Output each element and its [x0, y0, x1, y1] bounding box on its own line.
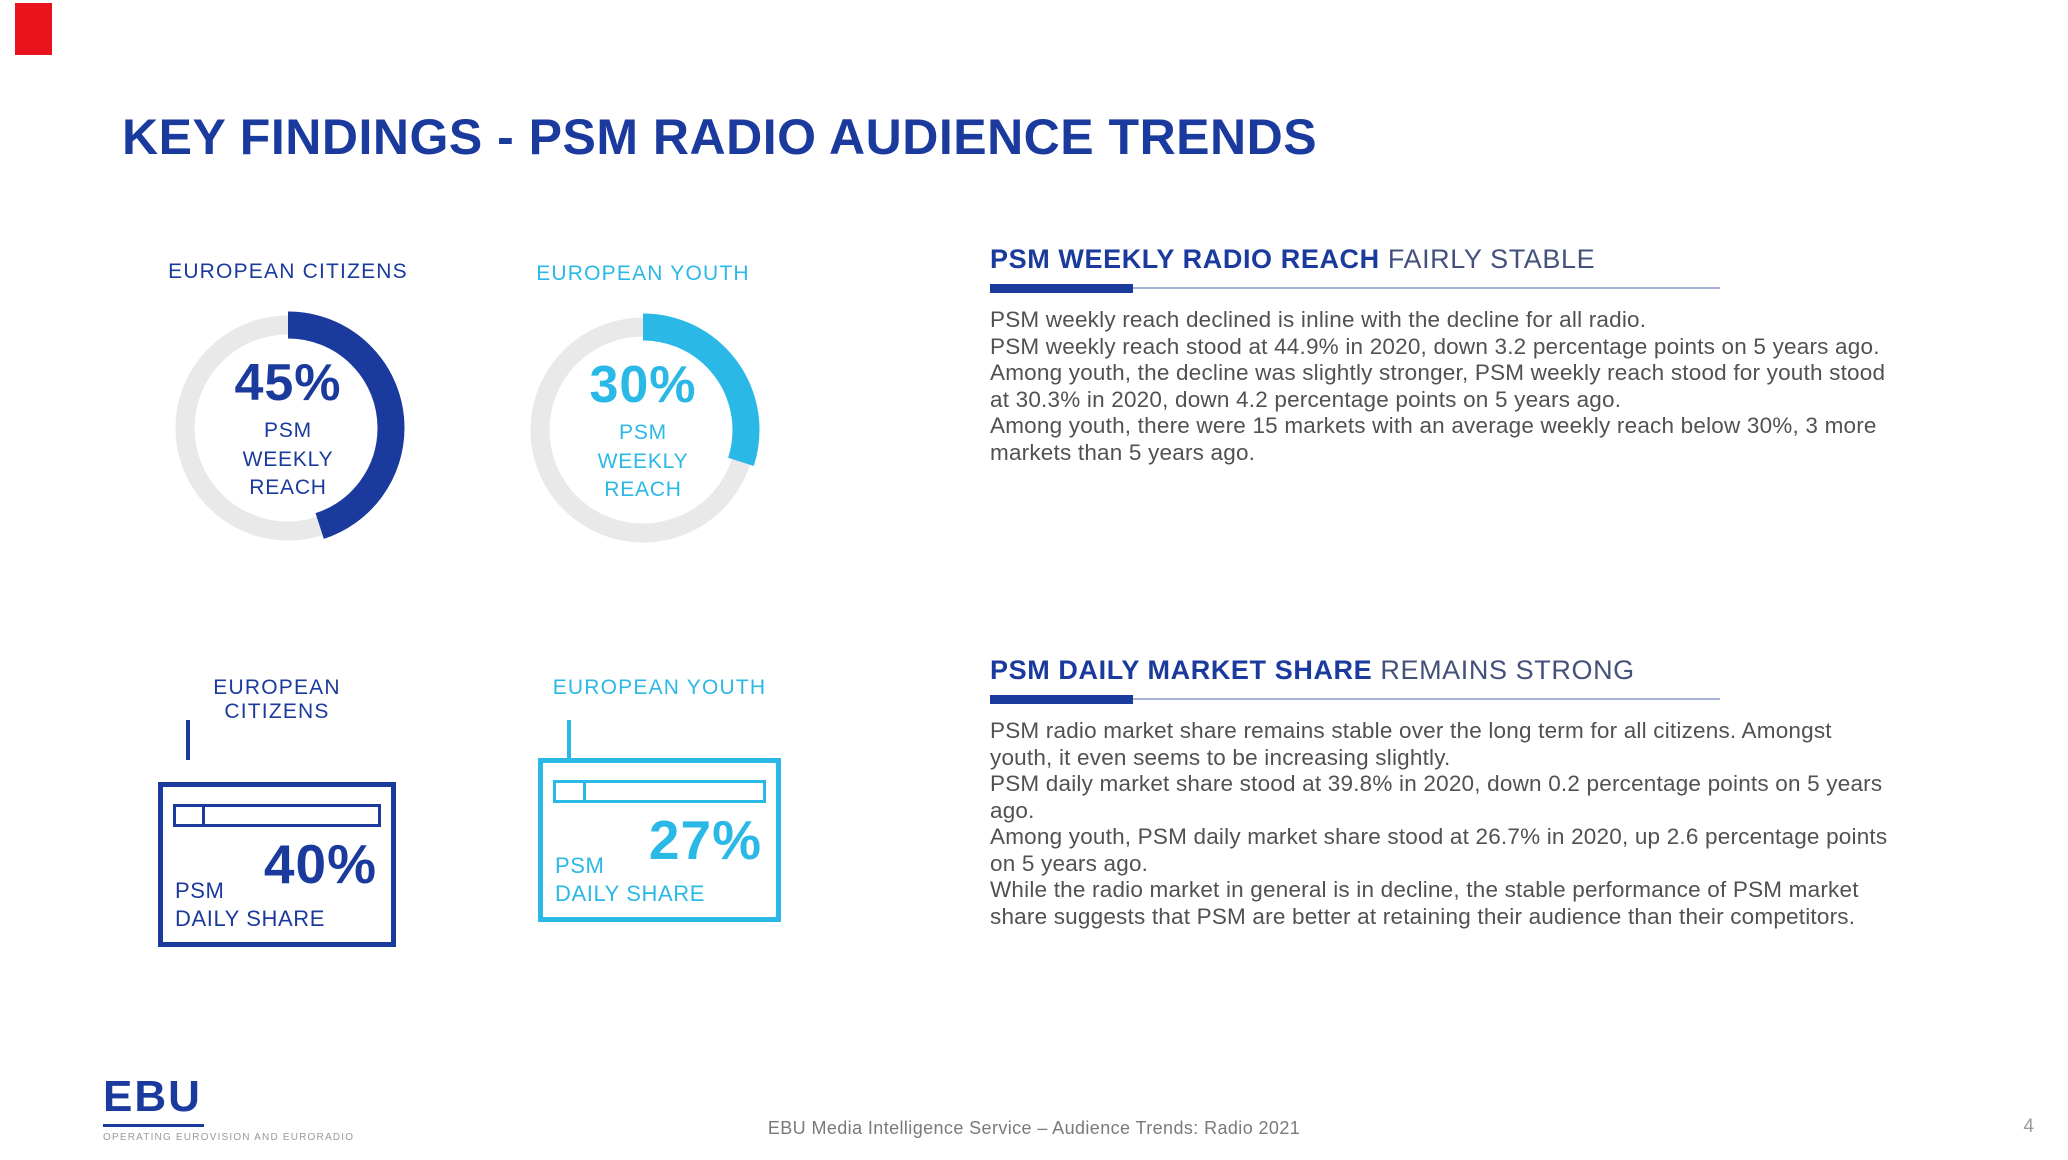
- reach-youth-value: 30%: [589, 356, 697, 415]
- radio-tuner-icon: [173, 804, 381, 827]
- reach-youth-caption: PSM WEEKLY REACH: [598, 419, 689, 504]
- tuner-tick-icon: [582, 783, 586, 800]
- heading-rule-accent: [990, 695, 1133, 704]
- caption-line: DAILY SHARE: [555, 881, 706, 907]
- paragraph: PSM weekly reach stood at 44.9% in 2020,…: [990, 333, 1880, 359]
- footer-text: EBU Media Intelligence Service – Audienc…: [767, 1118, 1301, 1138]
- radio-icon-youth: 27% PSM DAILY SHARE: [538, 758, 781, 922]
- paragraph: Among youth, the decline was slightly st…: [990, 360, 1886, 412]
- share-citizens-group: EUROPEAN CITIZENS 40% PSM DAILY SHARE: [158, 676, 396, 947]
- caption-line: PSM: [175, 877, 225, 903]
- donut-center-text: 45% PSM WEEKLY REACH: [158, 298, 418, 558]
- donut-citizens-reach: 45% PSM WEEKLY REACH: [158, 298, 418, 558]
- heading-light: FAIRLY STABLE: [1387, 244, 1596, 274]
- share-youth-group: EUROPEAN YOUTH 27% PSM DAILY SHARE: [538, 676, 781, 922]
- section-body: PSM weekly reach declined is inline with…: [990, 307, 1895, 466]
- share-citizens-value: 40%: [263, 833, 377, 895]
- reach-youth-group: EUROPEAN YOUTH 30% PSM WEEKLY REACH: [513, 262, 773, 560]
- ebu-logo-tagline: OPERATING EUROVISION AND EURORADIO: [103, 1132, 355, 1143]
- heading-rule-accent: [990, 284, 1133, 293]
- ebu-logo-text: EBU: [103, 1072, 204, 1127]
- paragraph: PSM radio market share remains stable ov…: [990, 718, 1832, 770]
- donut-center-text: 30% PSM WEEKLY REACH: [513, 300, 773, 560]
- heading-rule: [990, 284, 1720, 293]
- caption-line: REACH: [249, 476, 327, 500]
- paragraph: Among youth, PSM daily market share stoo…: [990, 824, 1888, 876]
- donut-youth-reach: 30% PSM WEEKLY REACH: [513, 300, 773, 560]
- reach-citizens-caption: PSM WEEKLY REACH: [243, 417, 334, 502]
- section-heading: PSM WEEKLY RADIO REACH FAIRLY STABLE: [990, 244, 1895, 275]
- caption-line: PSM: [264, 419, 312, 443]
- tuner-tick-icon: [202, 807, 206, 824]
- radio-antenna-icon: [567, 720, 571, 760]
- share-citizens-caption: PSM DAILY SHARE: [175, 877, 325, 934]
- ebu-logo: EBU OPERATING EUROVISION AND EURORADIO: [103, 1072, 354, 1143]
- share-citizens-label: EUROPEAN CITIZENS: [213, 676, 341, 723]
- share-youth-value: 27%: [648, 809, 762, 871]
- donut-chart-icon: [171, 311, 405, 545]
- heading-strong: PSM DAILY MARKET SHARE: [990, 655, 1373, 685]
- reach-citizens-value: 45%: [234, 354, 342, 413]
- heading-rule: [990, 695, 1720, 704]
- caption-line: PSM: [619, 421, 667, 445]
- section-daily-share: PSM DAILY MARKET SHARE REMAINS STRONG PS…: [990, 655, 1895, 930]
- heading-light: REMAINS STRONG: [1380, 655, 1635, 685]
- reach-citizens-group: EUROPEAN CITIZENS 45% PSM WEEKLY REACH: [158, 260, 418, 558]
- paragraph: PSM weekly reach declined is inline with…: [990, 307, 1647, 332]
- paragraph: While the radio market in general is in …: [990, 877, 1859, 929]
- reach-youth-label: EUROPEAN YOUTH: [536, 262, 750, 285]
- radio-icon-citizens: 40% PSM DAILY SHARE: [158, 782, 396, 947]
- caption-line: WEEKLY: [242, 447, 334, 471]
- paragraph: PSM daily market share stood at 39.8% in…: [990, 771, 1883, 823]
- section-weekly-reach: PSM WEEKLY RADIO REACH FAIRLY STABLE PSM…: [990, 244, 1895, 466]
- paragraph: Among youth, there were 15 markets with …: [990, 413, 1877, 465]
- donut-chart-icon: [526, 313, 760, 547]
- share-youth-label: EUROPEAN YOUTH: [552, 676, 767, 699]
- caption-line: PSM: [555, 852, 605, 878]
- donut-arc: [526, 313, 760, 547]
- donut-arc: [171, 311, 405, 545]
- page-title: KEY FINDINGS - PSM RADIO AUDIENCE TRENDS: [122, 109, 1318, 165]
- share-youth-caption: PSM DAILY SHARE: [555, 852, 705, 909]
- reach-citizens-label: EUROPEAN CITIZENS: [168, 260, 408, 283]
- caption-line: DAILY SHARE: [175, 906, 326, 932]
- radio-antenna-icon: [186, 720, 190, 760]
- radio-tuner-icon: [553, 780, 766, 803]
- section-heading: PSM DAILY MARKET SHARE REMAINS STRONG: [990, 655, 1895, 686]
- heading-strong: PSM WEEKLY RADIO REACH: [990, 244, 1380, 274]
- caption-line: REACH: [604, 478, 682, 502]
- section-body: PSM radio market share remains stable ov…: [990, 718, 1895, 930]
- page-number: 4: [2023, 1116, 2034, 1137]
- red-corner-mark: [15, 3, 52, 55]
- caption-line: WEEKLY: [597, 449, 689, 473]
